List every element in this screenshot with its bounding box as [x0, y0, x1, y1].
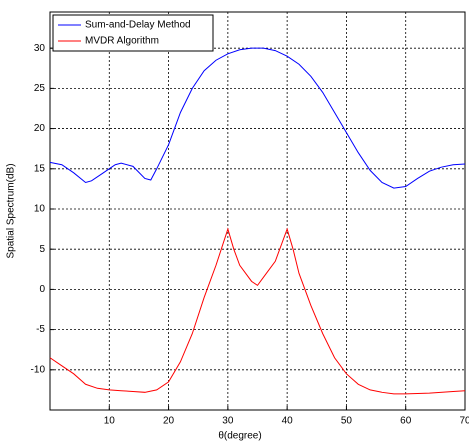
plot-area — [50, 12, 465, 410]
plot-frame — [49, 11, 466, 411]
x-tick-label: 50 — [341, 416, 353, 427]
y-tick-label: 10 — [34, 204, 46, 215]
x-axis-label: θ(degree) — [218, 431, 261, 442]
y-axis-label: Spatial Spectrum(dB) — [6, 163, 17, 258]
legend-box — [52, 14, 214, 52]
x-tick-label: 60 — [400, 416, 412, 427]
y-tick-label: -5 — [36, 324, 45, 335]
y-tick-label: -10 — [31, 364, 46, 375]
x-tick-label: 70 — [459, 416, 469, 427]
line-series — [49, 227, 466, 395]
x-tick-label: 20 — [163, 416, 175, 427]
x-tick-label: 30 — [222, 416, 234, 427]
legend-label: MVDR Algorithm — [85, 36, 159, 47]
line-series — [49, 47, 466, 189]
y-tick-label: 25 — [34, 83, 46, 94]
y-tick-label: 20 — [34, 123, 46, 134]
y-tick-label: 30 — [34, 43, 46, 54]
y-tick-label: 5 — [39, 244, 45, 255]
x-tick-label: 40 — [282, 416, 294, 427]
x-tick-label: 10 — [104, 416, 116, 427]
y-tick-label: 15 — [34, 163, 46, 174]
legend-label: Sum-and-Delay Method — [85, 20, 191, 31]
y-tick-label: 0 — [39, 284, 45, 295]
